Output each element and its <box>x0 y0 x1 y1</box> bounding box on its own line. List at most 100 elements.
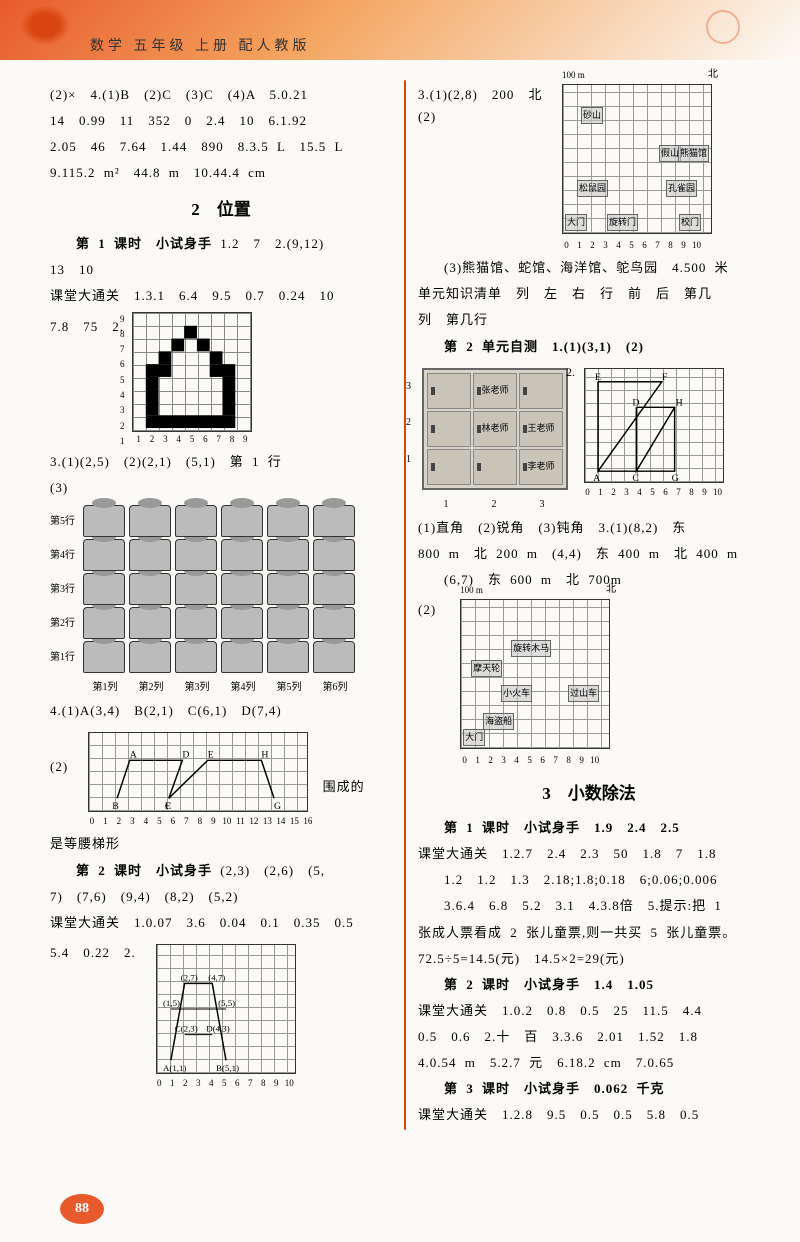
house-figure-wrap: 123456789 123456789 <box>132 312 252 447</box>
volume: 上册 <box>195 39 231 54</box>
s3-lesson2: 第 2 课时 小试身手 1.4 1.05 <box>418 974 760 996</box>
trapezoid-wrap: AD EH BC FG 012345678910111213141516 <box>68 726 315 829</box>
svg-text:E: E <box>208 750 214 761</box>
coord2-x-axis: 012345678910 <box>153 1076 296 1091</box>
svg-text:D: D <box>632 397 639 408</box>
svg-text:D(4,3): D(4,3) <box>206 1023 229 1033</box>
intro-line-1: (2)× 4.(1)B (2)C (3)C (4)A 5.0.21 <box>50 84 392 106</box>
locker-tri-row: 321 张老师 林老师王老师 李老师 123 2. EF DH ACG 0123… <box>418 362 760 513</box>
lesson-2-title: 第 2 课时 小试身手 <box>76 863 212 878</box>
seat-col-2 <box>129 505 171 673</box>
svg-text:A: A <box>130 750 137 761</box>
trapezoid-row: (2) AD EH BC FG 012345678910111213141516… <box>50 726 392 829</box>
svg-text:C(2,3): C(2,3) <box>175 1023 198 1033</box>
svg-text:B: B <box>112 801 119 811</box>
angle-line: (1)直角 (2)锐角 (3)钝角 3.(1)(8,2) 东 <box>418 517 760 539</box>
map2-x: 012345678910 <box>458 753 614 768</box>
right-column: 3.(1)(2,8) 200 北 (2) 北 100 m 砂山 假山 熊猫馆 松… <box>418 80 760 1130</box>
line-13-10: 13 10 <box>50 259 392 281</box>
unit-line2: 列 第几行 <box>418 309 760 331</box>
intro-line-2: 14 0.99 11 352 0 2.4 10 6.1.92 <box>50 110 392 132</box>
seat-col-3 <box>175 505 217 673</box>
s3-line3: 张成人票看成 2 张儿童票,则一共买 5 张儿童票。 <box>418 922 760 944</box>
subject: 数学 <box>90 39 126 54</box>
tri-wrap: 2. EF DH ACG 012345678910 <box>580 362 724 500</box>
tri-svg: EF DH ACG <box>585 369 723 482</box>
map1-wrap: 北 100 m 砂山 假山 熊猫馆 松鼠园 孔雀园 校门 大门 旋转门 0123… <box>558 80 716 253</box>
svg-text:(1,5): (1,5) <box>163 998 180 1008</box>
col-labels: 第1列第2列第3列第4列第5列第6列 <box>84 679 392 696</box>
line-54: 5.4 0.22 2. <box>50 942 136 964</box>
seat-col-4 <box>221 505 263 673</box>
svg-text:(4,7): (4,7) <box>208 972 225 982</box>
seat-col-5 <box>267 505 309 673</box>
tri-grid: EF DH ACG <box>584 368 724 483</box>
page-number: 88 <box>60 1194 104 1224</box>
trapezoid-text: 围成的 <box>323 776 365 798</box>
house-grid <box>132 312 252 432</box>
house-x-axis: 123456789 <box>132 432 252 447</box>
intro-line-4: 9.115.2 m² 44.8 m 10.44.4 cm <box>50 162 392 184</box>
breadcrumb: 数学 五年级 上册 配人教版 <box>90 35 311 59</box>
s3-line4: 72.5÷5=14.5(元) 14.5×2=29(元) <box>418 948 760 970</box>
left-column: (2)× 4.(1)B (2)C (3)C (4)A 5.0.21 14 0.9… <box>50 80 392 1130</box>
s3-line5: 0.5 0.6 2.十 百 3.3.6 2.01 1.52 1.8 <box>418 1026 760 1048</box>
q3-sub: (3) <box>50 477 392 499</box>
trapezoid-line2: 是等腰梯形 <box>50 833 392 855</box>
locker-wrap: 321 张老师 林老师王老师 李老师 123 <box>418 362 572 513</box>
header-decoration: 数学 五年级 上册 配人教版 <box>0 0 800 60</box>
unit-summary: 单元知识清单 列 左 右 行 前 后 第几 <box>418 283 760 305</box>
svg-text:A(1,1): A(1,1) <box>163 1063 186 1073</box>
row-labels: 第1行第2行第3行第4行第5行 <box>50 505 75 673</box>
svg-text:G: G <box>274 801 281 811</box>
compass-north: 北 <box>708 66 718 83</box>
s3-ketang1: 课堂大通关 1.2.7 2.4 2.3 50 1.8 7 1.8 <box>418 843 760 865</box>
s3-ketang3: 课堂大通关 1.2.8 9.5 0.5 0.5 5.8 0.5 <box>418 1104 760 1126</box>
s3-lesson3: 第 3 课时 小试身手 0.062 千克 <box>418 1078 760 1100</box>
house-y-axis: 123456789 <box>120 312 125 432</box>
svg-text:F: F <box>662 371 668 382</box>
intro-line-3: 2.05 46 7.64 1.44 890 8.3.5 L 15.5 L <box>50 136 392 158</box>
svg-text:(2,7): (2,7) <box>180 972 197 982</box>
section-3-title: 3 小数除法 <box>418 780 760 809</box>
compass-north-2: 北 <box>606 581 616 598</box>
lesson-2-line2: 7) (7,6) (9,4) (8,2) (5,2) <box>50 886 392 908</box>
seat-col-1 <box>83 505 125 673</box>
svg-text:C: C <box>165 801 172 811</box>
s3-line6: 4.0.54 m 5.2.7 元 6.18.2 cm 7.0.65 <box>418 1052 760 1074</box>
dist-line1: 800 m 北 200 m (4,4) 东 400 m 北 400 m <box>418 543 760 565</box>
r-q3-line: 3.(1)(2,8) 200 北 (2) <box>418 84 558 128</box>
lesson-1-title: 第 1 课时 小试身手 <box>76 236 212 251</box>
map2-row: (2) 北 100 m 旋转木马 摩天轮 小火车 过山车 海盗船 大门 0123… <box>418 595 760 768</box>
coord2-wrap: (2,7)(4,7) (1,5)(5,5) C(2,3)D(4,3) A(1,1… <box>136 938 296 1091</box>
pixel-house-svg <box>133 313 251 431</box>
map1-grid: 砂山 假山 熊猫馆 松鼠园 孔雀园 校门 大门 旋转门 <box>562 84 712 234</box>
edition: 配人教版 <box>239 39 311 54</box>
page-body: (2)× 4.(1)B (2)C (3)C (4)A 5.0.21 14 0.9… <box>0 60 800 1150</box>
ketang-2: 课堂大通关 1.0.07 3.6 0.04 0.1 0.35 0.5 <box>50 912 392 934</box>
lesson-1-text: 1.2 7 2.(9,12) <box>220 236 324 251</box>
line-78: 7.8 75 2. <box>50 316 124 338</box>
coord2-grid: (2,7)(4,7) (1,5)(5,5) C(2,3)D(4,3) A(1,1… <box>156 944 296 1074</box>
svg-text:G: G <box>672 473 679 482</box>
svg-text:A: A <box>593 473 601 482</box>
ketang-1: 课堂大通关 1.3.1 6.4 9.5 0.7 0.24 10 <box>50 285 392 307</box>
s3-line2: 3.6.4 6.8 5.2 3.1 4.3.8倍 5.提示:把 1 <box>418 895 760 917</box>
lesson-1-header: 第 1 课时 小试身手 1.2 7 2.(9,12) <box>50 233 392 255</box>
trapezoid-grid: AD EH BC FG <box>88 732 308 812</box>
q4-sub: (2) <box>50 756 68 778</box>
r-q3-sub: (3)熊猫馆、蛇馆、海洋馆、鸵鸟园 4.500 米 <box>418 257 760 279</box>
column-divider <box>404 80 406 1130</box>
lesson-2-header: 第 2 课时 小试身手 (2,3) (2,6) (5, <box>50 860 392 882</box>
locker-grid: 张老师 林老师王老师 李老师 <box>422 368 568 490</box>
tri-sub: 2. <box>566 362 575 382</box>
house-row: 7.8 75 2. 123456789 123456789 <box>50 312 392 447</box>
svg-text:D: D <box>183 750 190 761</box>
q4-line: 4.(1)A(3,4) B(2,1) C(6,1) D(7,4) <box>50 700 392 722</box>
svg-text:E: E <box>595 371 601 382</box>
s3-lesson1: 第 1 课时 小试身手 1.9 2.4 2.5 <box>418 817 760 839</box>
locker-rows: 321 <box>406 368 411 478</box>
coord2-row: 5.4 0.22 2. (2,7)(4,7) (1,5)(5,5) C(2,3)… <box>50 938 392 1091</box>
map1-row: 3.(1)(2,8) 200 北 (2) 北 100 m 砂山 假山 熊猫馆 松… <box>418 80 760 253</box>
map2-wrap: 北 100 m 旋转木马 摩天轮 小火车 过山车 海盗船 大门 01234567… <box>456 595 614 768</box>
